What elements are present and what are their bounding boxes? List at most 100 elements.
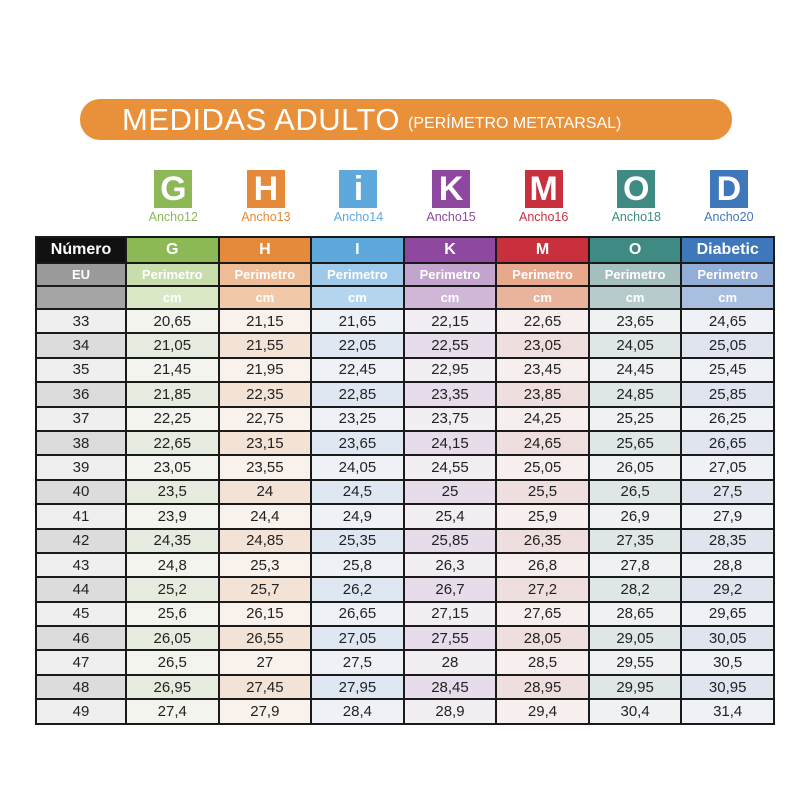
value-cell: 21,55	[217, 332, 313, 359]
value-cell: 23,05	[125, 454, 220, 481]
value-cell: 26,7	[402, 576, 498, 603]
value-cell: 24,35	[125, 527, 220, 554]
table-row: 49 27,4 27,9 28,4 28,9 29,4 30,4 31,4	[35, 698, 775, 725]
value-cell: 22,45	[310, 356, 405, 384]
unit-label: cm	[125, 285, 220, 310]
unit-row: cm cm cm cm cm cm cm	[35, 285, 775, 310]
size-cell: 38	[35, 429, 127, 457]
value-cell: 29,4	[495, 698, 590, 725]
value-cell: 25,45	[680, 356, 775, 384]
number-header: Número	[35, 236, 127, 264]
value-cell: 29,05	[587, 625, 683, 652]
perimeter-label: Perimetro	[402, 262, 498, 287]
table-row: 46 26,05 26,55 27,05 27,55 28,05 29,05 30,05	[35, 625, 775, 652]
value-cell: 24,5	[310, 478, 405, 506]
value-cell: 25,6	[125, 600, 220, 628]
width-icon-group: K Ancho15	[405, 170, 498, 224]
value-cell: 27,15	[402, 600, 498, 628]
value-cell: 26,25	[680, 405, 775, 432]
value-cell: 23,75	[402, 405, 498, 432]
value-cell: 23,45	[495, 356, 590, 384]
value-cell: 25,4	[402, 503, 498, 530]
value-cell: 23,65	[587, 307, 683, 335]
value-cell: 25,35	[310, 527, 405, 554]
size-cell: 49	[35, 698, 127, 725]
value-cell: 24,65	[495, 429, 590, 457]
value-cell: 28	[402, 649, 498, 676]
value-cell: 30,95	[680, 673, 775, 701]
value-cell: 24,8	[125, 551, 220, 579]
value-cell: 24,45	[587, 356, 683, 384]
column-header: G	[125, 236, 220, 264]
value-cell: 26,8	[495, 551, 590, 579]
value-cell: 22,55	[402, 332, 498, 359]
width-label: Ancho12	[148, 210, 198, 224]
table-row: 43 24,8 25,3 25,8 26,3 26,8 27,8 28,8	[35, 551, 775, 579]
value-cell: 26,5	[587, 478, 683, 506]
size-cell: 45	[35, 600, 127, 628]
title-banner: MEDIDAS ADULTO (PERÍMETRO METATARSAL)	[80, 99, 732, 140]
column-header: Diabetic	[680, 236, 775, 264]
size-cell: 37	[35, 405, 127, 432]
size-cell: 40	[35, 478, 127, 506]
size-cell: 33	[35, 307, 127, 335]
value-cell: 24,9	[310, 503, 405, 530]
value-cell: 27	[217, 649, 313, 676]
value-cell: 22,95	[402, 356, 498, 384]
perimeter-label: Perimetro	[310, 262, 405, 287]
value-cell: 26,35	[495, 527, 590, 554]
value-cell: 27,5	[310, 649, 405, 676]
width-icon-group: O Ancho18	[590, 170, 683, 224]
value-cell: 31,4	[680, 698, 775, 725]
value-cell: 25,2	[125, 576, 220, 603]
value-cell: 27,55	[402, 625, 498, 652]
value-cell: 28,05	[495, 625, 590, 652]
value-cell: 24	[217, 478, 313, 506]
value-cell: 26,2	[310, 576, 405, 603]
value-cell: 27,8	[587, 551, 683, 579]
value-cell: 28,4	[310, 698, 405, 725]
table-row: 41 23,9 24,4 24,9 25,4 25,9 26,9 27,9	[35, 503, 775, 530]
width-icon-group: H Ancho13	[220, 170, 313, 224]
table-row: 37 22,25 22,75 23,25 23,75 24,25 25,25 26,25	[35, 405, 775, 432]
table-row: 33 20,65 21,15 21,65 22,15 22,65 23,65 24,65	[35, 307, 775, 335]
width-label: Ancho14	[333, 210, 384, 224]
table-row: 36 21,85 22,35 22,85 23,35 23,85 24,85 25,85	[35, 381, 775, 408]
value-cell: 21,85	[125, 381, 220, 408]
value-cell: 27,9	[680, 503, 775, 530]
perimeter-label: Perimetro	[495, 262, 590, 287]
perimeter-label: Perimetro	[680, 262, 775, 287]
title-sub: (PERÍMETRO METATARSAL)	[408, 114, 622, 132]
value-cell: 29,2	[680, 576, 775, 603]
width-label: Ancho13	[241, 210, 291, 224]
column-header: K	[402, 236, 498, 264]
value-cell: 23,55	[217, 454, 313, 481]
value-cell: 27,05	[680, 454, 775, 481]
perimeter-row: EU Perimetro Perimetro Perimetro Perimetro Pe…	[35, 262, 775, 287]
value-cell: 27,35	[587, 527, 683, 554]
value-cell: 21,05	[125, 332, 220, 359]
value-cell: 23,85	[495, 381, 590, 408]
size-cell: 39	[35, 454, 127, 481]
value-cell: 22,65	[125, 429, 220, 457]
width-label: Ancho15	[426, 210, 476, 224]
size-cell: 47	[35, 649, 127, 676]
value-cell: 25,85	[680, 381, 775, 408]
value-cell: 26,3	[402, 551, 498, 579]
value-cell: 30,4	[587, 698, 683, 725]
value-cell: 22,25	[125, 405, 220, 432]
value-cell: 27,9	[217, 698, 313, 725]
width-icon-group: M Ancho16	[497, 170, 590, 224]
unit-label: cm	[587, 285, 683, 310]
value-cell: 29,55	[587, 649, 683, 676]
value-cell: 26,9	[587, 503, 683, 530]
value-cell: 27,95	[310, 673, 405, 701]
value-cell: 26,65	[680, 429, 775, 457]
value-cell: 27,65	[495, 600, 590, 628]
letter-g-icon: G	[154, 170, 193, 208]
size-cell: 35	[35, 356, 127, 384]
value-cell: 28,65	[587, 600, 683, 628]
header-row: Número G H I K M O Diabetic	[35, 236, 775, 264]
unit-label: cm	[495, 285, 590, 310]
unit-label: cm	[310, 285, 405, 310]
